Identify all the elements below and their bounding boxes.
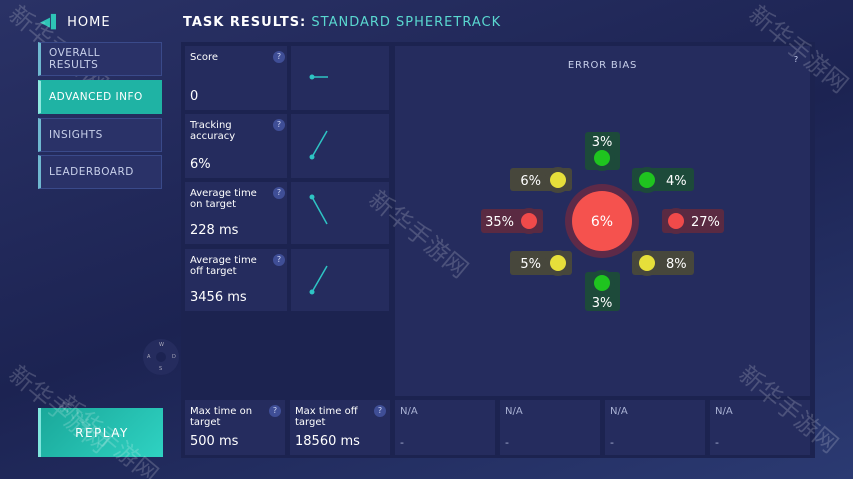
sidebar-item[interactable]: ADVANCED INFO (38, 80, 162, 114)
stat-value: 0 (190, 89, 199, 104)
sparkline (309, 194, 328, 225)
spark-line (311, 130, 328, 158)
help-icon[interactable]: ? (793, 55, 799, 64)
bias-dot (550, 172, 566, 188)
bias-label: 27% (691, 215, 720, 230)
stat-value: 3456 ms (190, 290, 247, 305)
stat-value: - (715, 436, 719, 449)
compass: W A D S (143, 339, 179, 375)
center-dot (572, 191, 632, 251)
center-label: 6% (591, 214, 613, 230)
stat-graph (291, 46, 389, 110)
stat-value: - (610, 436, 614, 449)
sidebar-item[interactable]: INSIGHTS (38, 118, 162, 152)
help-icon[interactable]: ? (269, 405, 281, 417)
stat-label: Average time on target (190, 188, 257, 210)
compass-w: W (159, 342, 164, 348)
stat-value: - (505, 436, 509, 449)
stat-card: Max time off target 18560 ms? (290, 400, 390, 455)
spark-line (311, 196, 328, 225)
stat-value: 228 ms (190, 223, 239, 238)
home-label: HOME (67, 15, 111, 30)
stat-label: Max time off target (295, 406, 358, 428)
bias-label: 3% (592, 296, 613, 311)
stat-card: N/A - (710, 400, 810, 455)
replay-label: REPLAY (75, 425, 129, 440)
stat-card: Max time on target 500 ms? (185, 400, 285, 455)
compass-a: A (147, 354, 151, 360)
replay-button[interactable]: REPLAY (38, 408, 163, 457)
bias-label: 3% (592, 135, 613, 150)
help-icon[interactable]: ? (273, 187, 285, 199)
page-title: TASK RESULTS: STANDARD SPHERETRACK (183, 15, 501, 30)
stat-label: Tracking accuracy (190, 120, 236, 142)
error-bias-panel: ERROR BIAS ? 6% 3% 4% 27% 8% 3% 5% 35% 6% (395, 46, 810, 396)
stat-label: N/A (715, 406, 733, 417)
stat-value: 6% (190, 157, 211, 172)
home-button[interactable]: ◀▌ HOME (40, 15, 111, 30)
bias-dot (550, 255, 566, 271)
sidebar-item[interactable]: OVERALL RESULTS (38, 42, 162, 76)
spark-dot (309, 289, 315, 295)
stat-value: - (400, 436, 404, 449)
stat-card: Average time on target 228 ms? (185, 182, 287, 244)
bias-label: 4% (666, 174, 687, 189)
stat-card: Score 0? (185, 46, 287, 110)
sparkline (309, 130, 328, 160)
stat-card: N/A - (395, 400, 495, 455)
spark-dot (309, 74, 315, 80)
spark-dot (309, 194, 315, 200)
compass-d: D (172, 354, 176, 360)
stat-label: Average time off target (190, 255, 257, 277)
stat-value: 500 ms (190, 434, 239, 449)
stat-graph (291, 114, 389, 178)
sparkline (309, 265, 328, 295)
bias-dot (639, 255, 655, 271)
spark-dot (309, 154, 315, 160)
bias-label: 5% (520, 257, 541, 272)
help-icon[interactable]: ? (374, 405, 386, 417)
spark-line (311, 265, 328, 293)
stat-label: N/A (505, 406, 523, 417)
bias-dot (594, 275, 610, 291)
title-task: STANDARD SPHERETRACK (311, 15, 502, 30)
error-bias-title: ERROR BIAS (567, 60, 638, 71)
error-bias-diagram: 6% 3% 4% 27% 8% 3% 5% 35% 6% (481, 132, 724, 311)
stat-value: 18560 ms (295, 434, 360, 449)
help-icon[interactable]: ? (273, 51, 285, 63)
help-icon[interactable]: ? (273, 119, 285, 131)
compass-s: S (159, 366, 163, 372)
stat-card: N/A - (605, 400, 705, 455)
stat-label: N/A (400, 406, 418, 417)
bias-dot (521, 213, 537, 229)
bias-dot (639, 172, 655, 188)
stat-graph (291, 249, 389, 311)
bias-dot (594, 150, 610, 166)
stat-card: Average time off target 3456 ms? (185, 249, 287, 311)
bias-label: 6% (520, 174, 541, 189)
stat-card: N/A - (500, 400, 600, 455)
bias-dot (668, 213, 684, 229)
sidebar-item[interactable]: LEADERBOARD (38, 155, 162, 189)
title-prefix: TASK RESULTS: (183, 15, 307, 30)
stat-label: Max time on target (190, 406, 253, 428)
stat-label: N/A (610, 406, 628, 417)
stat-graph (291, 182, 389, 244)
bias-label: 35% (485, 215, 514, 230)
sparkline (309, 74, 328, 80)
stat-label: Score (190, 52, 219, 63)
stat-card: Tracking accuracy 6%? (185, 114, 287, 178)
bias-label: 8% (666, 257, 687, 272)
help-icon[interactable]: ? (273, 254, 285, 266)
